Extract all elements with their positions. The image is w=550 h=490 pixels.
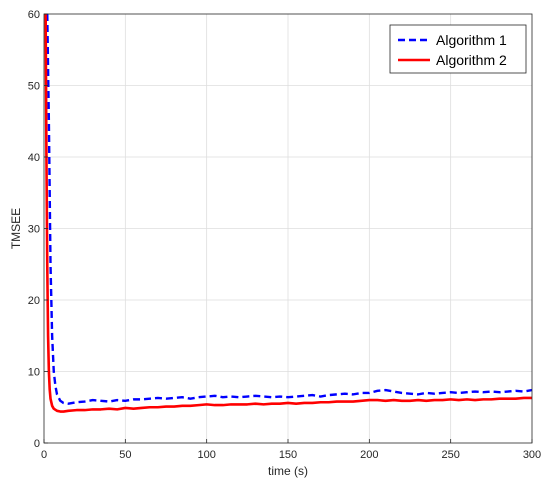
x-tick-label: 0 (41, 449, 47, 461)
y-tick-label: 20 (28, 295, 40, 307)
legend-label-algorithm-2: Algorithm 2 (436, 52, 507, 68)
x-tick-label: 100 (197, 449, 215, 461)
y-tick-label: 60 (28, 9, 40, 21)
series-line-algorithm-1 (46, 14, 532, 405)
y-tick-label: 0 (34, 438, 40, 450)
legend-label-algorithm-1: Algorithm 1 (436, 32, 507, 48)
x-axis-label: time (s) (268, 464, 308, 478)
y-tick-label: 30 (28, 224, 40, 236)
y-tick-label: 10 (28, 367, 40, 379)
y-axis-label: TMSEE (9, 208, 23, 249)
x-tick-label: 300 (523, 449, 541, 461)
x-tick-label: 200 (360, 449, 378, 461)
y-tick-label: 40 (28, 152, 40, 164)
legend-box (389, 24, 527, 74)
tick-layer: 0 50 100 150 200 250 300 0 10 20 30 40 50 60 (28, 9, 541, 461)
x-tick-label: 250 (441, 449, 459, 461)
legend: Algorithm 1 Algorithm 2 (389, 24, 527, 74)
x-tick-label: 50 (119, 449, 131, 461)
series-line-algorithm-2 (44, 14, 532, 413)
x-tick-label: 150 (279, 449, 297, 461)
series-layer (44, 14, 532, 413)
grid (44, 14, 532, 443)
y-tick-label: 50 (28, 81, 40, 93)
